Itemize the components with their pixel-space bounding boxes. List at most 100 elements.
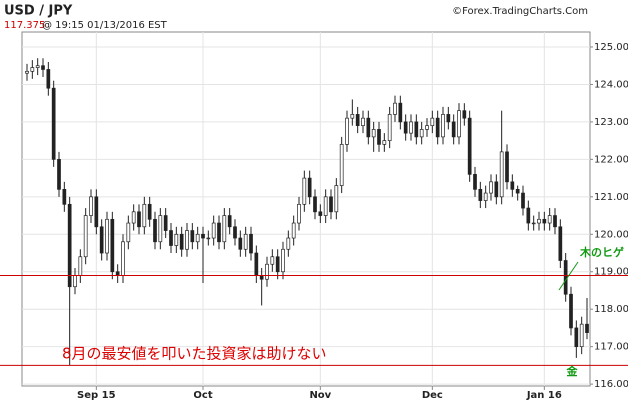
- candle-body: [393, 102, 397, 115]
- candle-body: [243, 233, 248, 250]
- candle-body: [259, 275, 264, 280]
- candle-body: [467, 117, 472, 175]
- candle-body: [126, 222, 131, 243]
- candle-body: [574, 327, 579, 348]
- candle-body: [41, 65, 45, 70]
- source: ©Forex.TradingCharts.Com: [452, 6, 588, 17]
- x-tick-label: Jan 16: [526, 390, 562, 401]
- candle-body: [350, 114, 355, 119]
- candle-body: [35, 65, 40, 68]
- candle-body: [462, 110, 467, 119]
- candle-body: [233, 226, 237, 239]
- candle-body: [174, 233, 179, 246]
- candle-body: [297, 203, 301, 224]
- candle-body: [83, 215, 88, 258]
- candle-body: [510, 181, 515, 190]
- candle-body: [371, 129, 376, 138]
- annotation: 8月の最安値を叩いた投資家は助けない: [62, 345, 327, 363]
- candle-body: [179, 233, 184, 250]
- candle-body: [169, 230, 173, 246]
- candle-body: [387, 114, 392, 141]
- candle-body: [558, 226, 563, 261]
- candle-body: [334, 185, 339, 213]
- candle-body: [238, 237, 243, 250]
- y-tick-label: 117.00: [594, 342, 628, 353]
- candle-body: [222, 215, 227, 243]
- candle-body: [110, 218, 115, 273]
- candle-body: [409, 121, 413, 134]
- candle-body: [270, 256, 275, 265]
- candle-body: [131, 211, 136, 224]
- candle-body: [414, 121, 419, 138]
- candle-body: [254, 252, 259, 276]
- candle-body: [46, 69, 51, 89]
- candle-body: [62, 188, 67, 205]
- candle-body: [489, 181, 493, 194]
- y-tick-label: 122.00: [594, 154, 628, 165]
- candle-body: [217, 222, 221, 243]
- candle-body: [569, 293, 573, 329]
- candle-body: [105, 218, 109, 254]
- chart-title: USD / JPY: [4, 4, 73, 19]
- candle-body: [115, 271, 120, 276]
- y-tick-label: 121.00: [594, 192, 628, 203]
- plot-frame: [21, 31, 591, 387]
- candle-body: [345, 117, 349, 145]
- candle-body: [494, 181, 499, 198]
- candle-body: [94, 196, 99, 228]
- candle-body: [473, 173, 477, 190]
- candle-body: [446, 114, 451, 123]
- x-tick-label: Oct: [193, 390, 212, 401]
- x-tick-label: Nov: [309, 390, 331, 401]
- candle-body: [323, 196, 328, 216]
- candle-body: [78, 256, 83, 276]
- y-tick-label: 116.00: [594, 379, 628, 390]
- y-tick-label: 119.00: [594, 267, 628, 278]
- candle-body: [201, 233, 205, 239]
- candle-body: [339, 144, 344, 186]
- candle-body: [73, 275, 77, 288]
- candle-body: [531, 222, 536, 225]
- candle-body: [281, 248, 285, 273]
- candle-body: [302, 177, 307, 205]
- candle-body: [313, 196, 317, 213]
- candle-body: [526, 207, 531, 224]
- candle-body: [542, 218, 547, 224]
- candle-body: [563, 260, 568, 295]
- candle-body: [307, 177, 312, 198]
- candle-body: [163, 215, 168, 231]
- y-tick-label: 120.00: [594, 229, 628, 240]
- candle-body: [430, 117, 435, 127]
- candle-body: [25, 70, 29, 74]
- candle-body: [329, 196, 333, 213]
- candle-body: [190, 230, 195, 243]
- candle-body: [355, 114, 360, 127]
- candle-body: [451, 121, 456, 138]
- candle-body: [398, 102, 403, 123]
- candle-body: [185, 230, 189, 250]
- candle-body: [57, 159, 61, 190]
- candle-body: [521, 192, 525, 209]
- candle-body: [121, 241, 125, 276]
- candle-body: [435, 117, 440, 138]
- candle-body: [147, 203, 152, 220]
- annotation: 金: [566, 364, 579, 378]
- candle-body: [425, 125, 429, 130]
- candle-body: [211, 222, 216, 239]
- candle-body: [67, 203, 72, 288]
- y-tick-label: 118.00: [594, 304, 628, 315]
- candle-body: [505, 151, 509, 183]
- candle-body: [515, 188, 520, 194]
- candle-body: [89, 196, 93, 216]
- candle-body: [51, 87, 56, 160]
- candle-body: [585, 323, 589, 333]
- timestamp: @ 19:15 01/13/2016 EST: [42, 20, 168, 31]
- x-tick-label: Sep 15: [77, 390, 116, 401]
- candle-body: [377, 129, 381, 145]
- candle-body: [291, 222, 296, 239]
- candle-body: [275, 256, 280, 273]
- candle-body: [483, 192, 488, 201]
- candle-body: [478, 188, 483, 201]
- y-tick-label: 124.00: [594, 79, 628, 90]
